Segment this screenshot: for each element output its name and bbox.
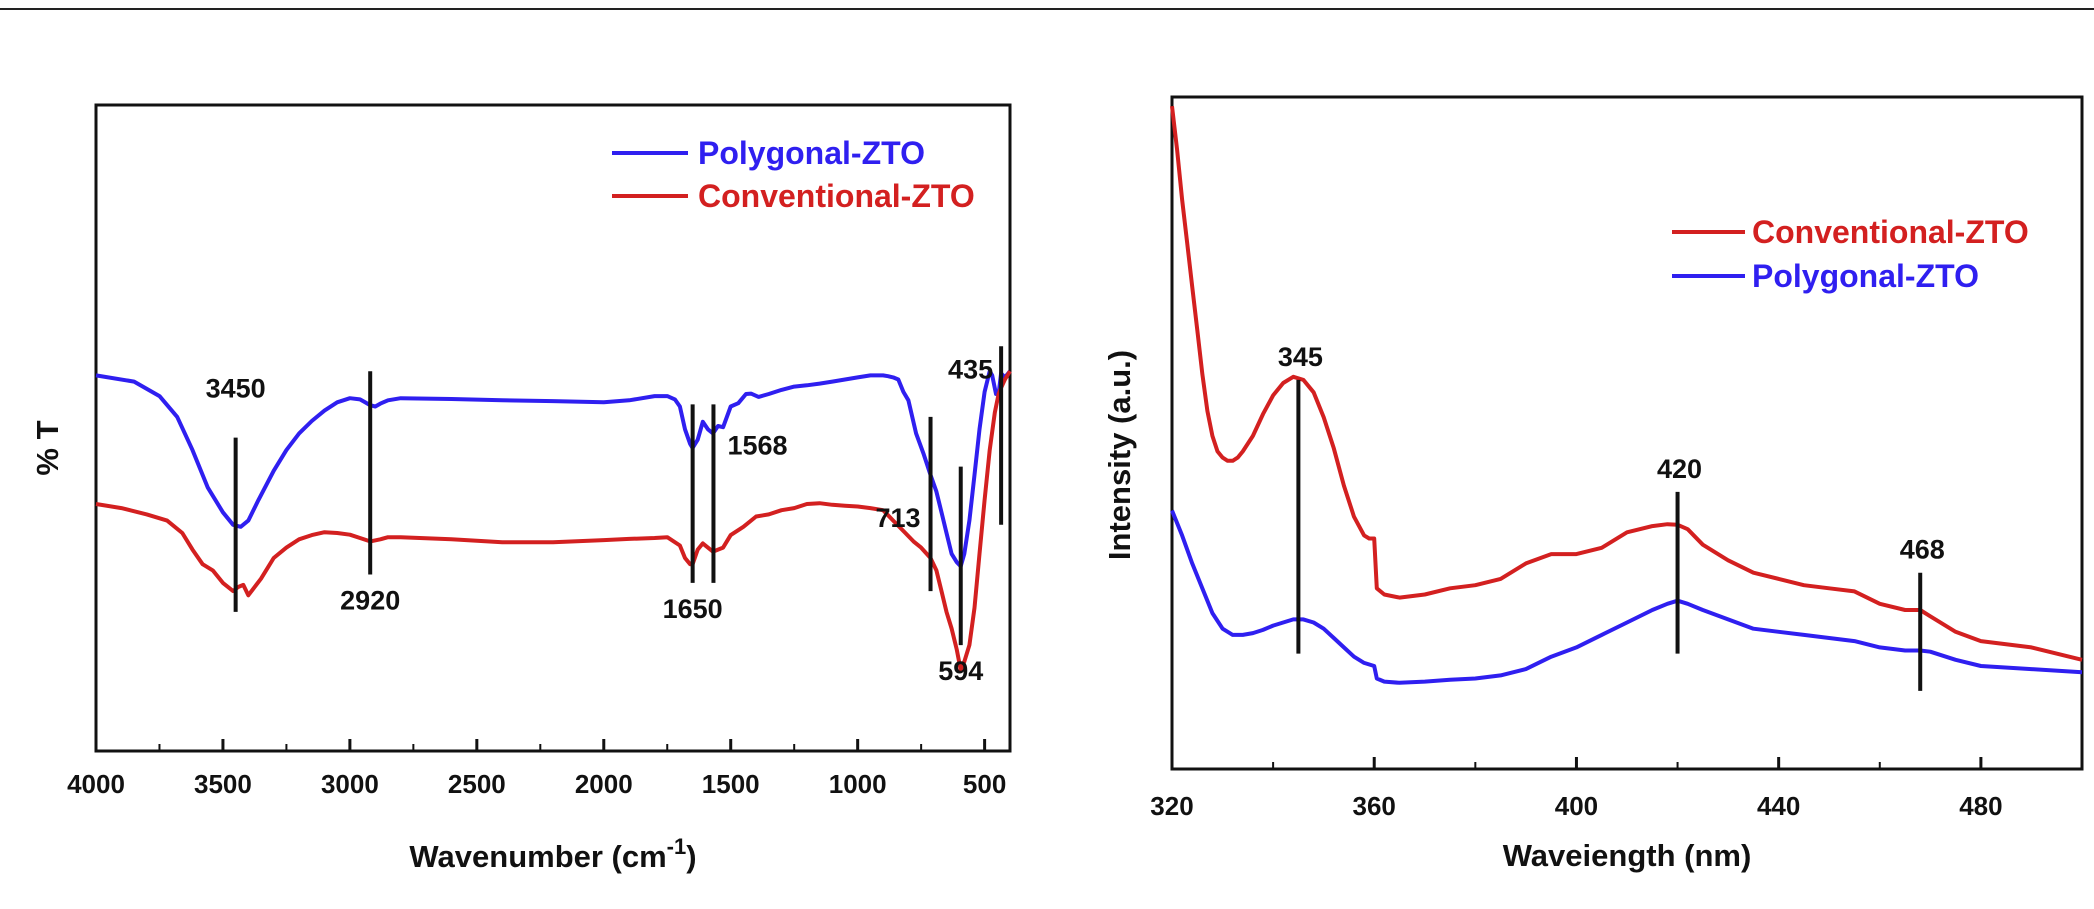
top-divider-line: [0, 8, 2094, 10]
pl-chart: 320 360 400 440 480 345 420 468 Conventional-Z…: [1102, 95, 2084, 873]
ftir-x-tick-label: 1000: [829, 769, 887, 799]
ftir-peak-markers: 3450 2920 1650 1568 713 594 435: [206, 346, 1004, 686]
ftir-x-tick-label: 2000: [575, 769, 633, 799]
pl-x-tick-label: 480: [1959, 791, 2002, 821]
ftir-peak-label-3450: 3450: [206, 374, 266, 404]
pl-legend: Conventional-ZTO Polygonal-ZTO: [1672, 214, 2029, 294]
ftir-plot-frame: [94, 103, 1012, 753]
pl-peak-label-420: 420: [1657, 454, 1702, 484]
pl-series-conventional-zto: [1170, 105, 2083, 662]
ftir-peak-label-1650: 1650: [663, 594, 723, 624]
pl-peak-label-345: 345: [1278, 342, 1323, 372]
ftir-x-axis-title-superscript: -1: [667, 834, 687, 859]
ftir-legend-label-conventional-zto: Conventional-ZTO: [698, 178, 975, 214]
ftir-x-tick-label: 500: [963, 769, 1006, 799]
ftir-x-tick-label: 3500: [194, 769, 252, 799]
ftir-series-polygonal-zto: [95, 369, 1012, 569]
ftir-y-axis-title: % T: [30, 420, 65, 475]
pl-x-tick-label: 440: [1757, 791, 1800, 821]
ftir-curves: [95, 369, 1012, 672]
ftir-x-tick-label: 1500: [702, 769, 760, 799]
ftir-x-axis-title-tail: ): [686, 839, 696, 874]
pl-x-tick-label: 400: [1555, 791, 1598, 821]
pl-series-polygonal-zto: [1170, 509, 2083, 685]
ftir-x-tick-label: 3000: [321, 769, 379, 799]
ftir-legend-label-polygonal-zto: Polygonal-ZTO: [698, 135, 925, 171]
pl-legend-label-polygonal-zto: Polygonal-ZTO: [1752, 258, 1979, 294]
ftir-legend: Polygonal-ZTO Conventional-ZTO: [612, 135, 975, 214]
pl-x-tick-label: 320: [1150, 791, 1193, 821]
ftir-x-axis-title: Wavenumber (cm-1): [409, 834, 696, 874]
ftir-x-ticks: 4000 3500 3000 2500 2000 1500 1000 500: [67, 739, 1006, 799]
pl-peak-markers: 345 420 468: [1278, 342, 1945, 691]
ftir-x-axis-title-main: Wavenumber (cm: [409, 839, 666, 874]
pl-curves: [1170, 105, 2083, 685]
pl-plot-frame: [1170, 95, 2084, 771]
ftir-peak-label-1568: 1568: [727, 430, 787, 460]
pl-x-tick-label: 360: [1353, 791, 1396, 821]
pl-y-axis-title: Intensity (a.u.): [1102, 350, 1137, 560]
pl-legend-label-conventional-zto: Conventional-ZTO: [1752, 214, 2029, 250]
pl-x-axis-title: Waveiength (nm): [1503, 838, 1752, 873]
ftir-peak-label-435: 435: [948, 354, 993, 384]
pl-peak-label-468: 468: [1900, 535, 1945, 565]
ftir-chart: 4000 3500 3000 2500 2000 1500 1000 500 3450 2920…: [30, 103, 1012, 874]
ftir-peak-label-594: 594: [938, 656, 983, 686]
ftir-peak-label-2920: 2920: [340, 586, 400, 616]
ftir-peak-label-713: 713: [875, 503, 920, 533]
ftir-x-tick-label: 4000: [67, 769, 125, 799]
ftir-series-conventional-zto: [95, 370, 1012, 672]
pl-x-ticks: 320 360 400 440 480: [1150, 757, 2003, 821]
ftir-x-tick-label: 2500: [448, 769, 506, 799]
